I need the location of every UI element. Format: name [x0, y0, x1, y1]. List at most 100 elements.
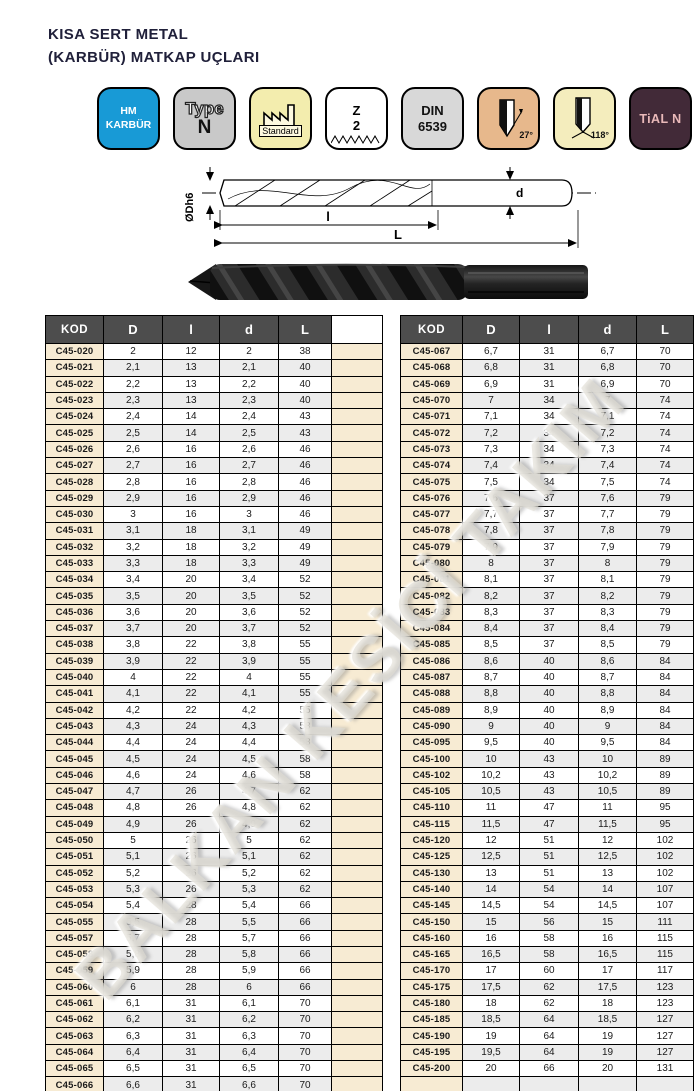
value-cell: 37 — [519, 620, 579, 638]
value-cell: 12,5 — [578, 848, 637, 866]
badge-helix-27: 27° — [477, 87, 540, 150]
kod-cell: C45-115 — [400, 815, 463, 833]
kod-cell: C45-023 — [45, 391, 104, 410]
table-row: C45-034 3,4 20 3,4 52 — [45, 571, 383, 589]
value-cell: 62 — [278, 848, 332, 866]
table-row: C45-043 4,3 24 4,3 58 — [45, 717, 383, 736]
value-cell: 115 — [636, 929, 694, 947]
kod-cell: C45-175 — [400, 978, 463, 996]
value-cell: 22 — [162, 685, 220, 703]
value-cell: 16 — [162, 473, 220, 491]
value-cell: 31 — [162, 1076, 220, 1091]
value-cell: 18 — [162, 538, 220, 556]
value-cell: 28 — [162, 945, 220, 964]
value-cell: 8 — [578, 554, 637, 573]
value-cell: 6 — [103, 978, 163, 996]
value-cell: 4,7 — [219, 783, 279, 801]
kod-cell: C45-024 — [45, 408, 104, 426]
value-cell: 55 — [278, 685, 332, 703]
value-cell: 38 — [278, 342, 332, 361]
value-cell: 13 — [162, 391, 220, 410]
kod-cell: C45-050 — [45, 831, 104, 850]
kod-cell: C45-041 — [45, 685, 104, 703]
value-cell: 17,5 — [462, 978, 520, 996]
value-cell: 2,9 — [103, 489, 163, 507]
dim-total-label: L — [394, 227, 402, 242]
value-cell: 62 — [519, 994, 579, 1013]
value-cell: 2,9 — [219, 489, 279, 507]
table-row: C45-027 2,7 16 2,7 46 — [45, 457, 383, 475]
empty-cell — [331, 636, 383, 654]
value-cell: 3,8 — [103, 636, 163, 654]
kod-cell: C45-060 — [45, 978, 104, 996]
value-cell: 3,3 — [219, 554, 279, 573]
kod-cell: C45-030 — [45, 505, 104, 524]
table-row: C45-150 15 56 15 111 — [400, 913, 694, 931]
table-row: C45-075 7,5 34 7,5 74 — [400, 473, 694, 491]
value-cell: 3,2 — [219, 538, 279, 556]
table-row: C45-031 3,1 18 3,1 49 — [45, 522, 383, 540]
value-cell: 5,3 — [219, 880, 279, 899]
value-cell: 66 — [278, 945, 332, 964]
value-cell: 10,5 — [578, 783, 637, 801]
value-cell: 6,1 — [219, 994, 279, 1013]
table-row: C45-048 4,8 26 4,8 62 — [45, 799, 383, 817]
dim-diameter-label: ØDh6 — [184, 193, 196, 222]
table-row: C45-063 6,3 31 6,3 70 — [45, 1027, 383, 1045]
value-cell: 6,8 — [462, 359, 520, 377]
empty-cell — [331, 1011, 383, 1029]
value-cell: 79 — [636, 636, 694, 654]
value-cell: 28 — [162, 913, 220, 931]
value-cell: 14 — [578, 880, 637, 899]
value-cell: 49 — [278, 554, 332, 573]
table-row: C45-045 4,5 24 4,5 58 — [45, 750, 383, 768]
kod-cell: C45-059 — [45, 962, 104, 980]
value-cell: 8,7 — [462, 668, 520, 687]
empty-cell — [331, 701, 383, 719]
table-row: C45-102 10,2 43 10,2 89 — [400, 766, 694, 785]
value-cell: 4,9 — [219, 815, 279, 833]
value-cell: 4 — [103, 668, 163, 687]
value-cell: 3,2 — [103, 538, 163, 556]
value-cell: 102 — [636, 831, 694, 850]
value-cell: 84 — [636, 652, 694, 670]
value-cell: 20 — [162, 587, 220, 605]
value-cell: 6,7 — [578, 342, 637, 361]
value-cell: 8,2 — [462, 587, 520, 605]
value-cell: 3,8 — [219, 636, 279, 654]
value-cell: 56 — [519, 913, 579, 931]
value-cell: 5,9 — [219, 962, 279, 980]
value-cell: 37 — [519, 554, 579, 573]
kod-cell: C45-084 — [400, 620, 463, 638]
value-cell: 79 — [636, 538, 694, 556]
empty-cell — [331, 408, 383, 426]
value-cell: 5 — [103, 831, 163, 850]
kod-cell: C45-080 — [400, 554, 463, 573]
value-cell: 8,4 — [578, 620, 637, 638]
header-l: l — [519, 315, 579, 344]
value-cell: 7,3 — [462, 440, 520, 459]
value-cell: 54 — [519, 880, 579, 899]
value-cell: 46 — [278, 440, 332, 459]
kod-cell: C45-034 — [45, 571, 104, 589]
value-cell: 3,6 — [219, 603, 279, 622]
value-cell: 16 — [162, 440, 220, 459]
value-cell: 46 — [278, 473, 332, 491]
value-cell: 31 — [519, 359, 579, 377]
kod-cell: C45-042 — [45, 701, 104, 719]
value-cell: 115 — [636, 945, 694, 964]
table-row: C45-057 5,7 28 5,7 66 — [45, 929, 383, 947]
value-cell: 14,5 — [462, 897, 520, 915]
empty-cell — [331, 734, 383, 752]
empty-cell — [331, 554, 383, 573]
value-cell: 37 — [519, 587, 579, 605]
kod-cell: C45-180 — [400, 994, 463, 1013]
hm-label: HM — [120, 105, 137, 118]
value-cell: 79 — [636, 505, 694, 524]
value-cell: 6,3 — [103, 1027, 163, 1045]
table-row: C45-195 19,5 64 19 127 — [400, 1043, 694, 1062]
value-cell: 79 — [636, 620, 694, 638]
value-cell: 70 — [636, 359, 694, 377]
value-cell: 7,7 — [462, 505, 520, 524]
table-row: C45-190 19 64 19 127 — [400, 1027, 694, 1045]
